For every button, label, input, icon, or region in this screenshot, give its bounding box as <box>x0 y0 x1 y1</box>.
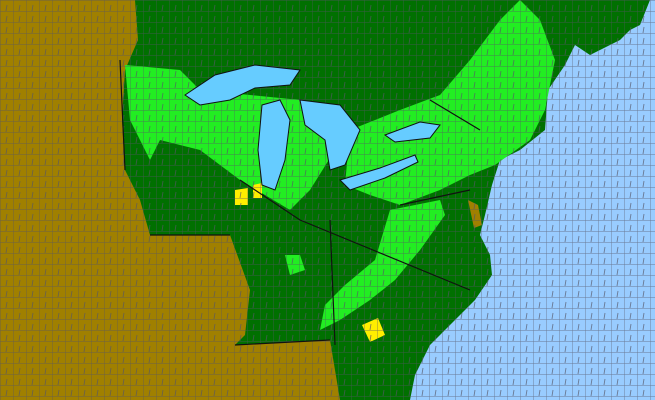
state-borders <box>119 59 481 346</box>
lake-superior <box>184 64 301 106</box>
great-lakes <box>184 64 441 191</box>
lake-erie <box>339 154 419 191</box>
lake-michigan <box>257 99 291 191</box>
lake-huron <box>299 99 361 171</box>
lake-ontario <box>383 121 441 143</box>
